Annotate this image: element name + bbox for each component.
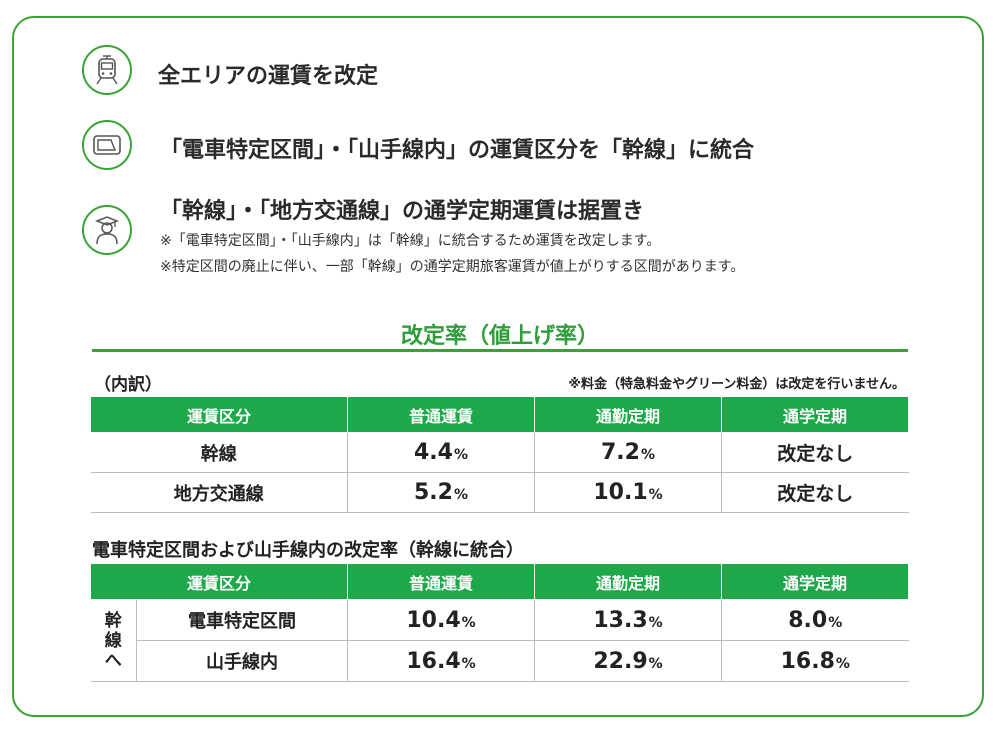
train-icon (82, 45, 132, 95)
content-frame (12, 16, 984, 717)
row-label: 幹線 (90, 432, 348, 473)
header-regular-fare: 普通運賃 (347, 396, 535, 433)
student-icon (82, 205, 132, 255)
header-commuter-pass: 通勤定期 (534, 396, 722, 433)
header-fare-category: 運賃区分 (89, 563, 349, 600)
regular-fare-value: 4.4% (347, 432, 535, 473)
item-title-fare-revision: 全エリアの運賃を改定 (158, 64, 379, 89)
row-label: 電車特定区間 (135, 599, 348, 641)
item-title-student-pass: 「幹線」・「地方交通線」の通学定期運賃は据置き (160, 199, 645, 224)
header-commuter-pass: 通勤定期 (534, 563, 723, 600)
student-pass-value: 8.0% (721, 599, 909, 641)
commuter-pass-value: 10.1% (534, 472, 722, 513)
item-title-fare-integration: 「電車特定区間」・「山手線内」の運賃区分を「幹線」に統合 (160, 138, 755, 163)
note-integration: ※「電車特定区間」・「山手線内」は「幹線」に統合するため運賃を改定します。 (160, 233, 661, 249)
rate-table-integration: 運賃区分 普通運賃 通勤定期 通学定期 幹線へ 電車特定区間 10.4% 13.… (89, 563, 910, 682)
header-student-pass: 通学定期 (721, 563, 910, 600)
table-row: 幹線 4.4% 7.2% 改定なし (90, 432, 909, 473)
commuter-pass-value: 13.3% (534, 599, 722, 641)
table-row: 地方交通線 5.2% 10.1% 改定なし (90, 472, 909, 513)
regular-fare-value: 10.4% (347, 599, 535, 641)
rate-section-title: 改定率（値上げ率） (400, 324, 599, 349)
integration-table-title: 電車特定区間および山手線内の改定率（幹線に統合） (92, 540, 524, 561)
row-label: 山手線内 (135, 640, 348, 682)
student-pass-value: 改定なし (721, 472, 909, 513)
rate-table-main: 運賃区分 普通運賃 通勤定期 通学定期 幹線 4.4% 7.2% 改定なし 地方… (90, 396, 909, 513)
breakdown-label: （内訳） (94, 375, 162, 395)
student-pass-value: 改定なし (721, 432, 909, 473)
divider (92, 349, 908, 352)
group-label-to-trunk-line: 幹線へ (90, 599, 137, 682)
commuter-pass-value: 22.9% (534, 640, 722, 682)
regular-fare-value: 5.2% (347, 472, 535, 513)
row-label: 地方交通線 (90, 472, 348, 513)
table-row: 山手線内 16.4% 22.9% 16.8% (91, 640, 909, 682)
student-pass-value: 16.8% (721, 640, 909, 682)
exclusion-note: ※料金（特急料金やグリーン料金）は改定を行いません。 (568, 377, 905, 392)
note-special-section: ※特定区間の廃止に伴い、一部「幹線」の通学定期旅客運賃が値上がりする区間がありま… (160, 259, 745, 275)
header-fare-category: 運賃区分 (90, 396, 348, 433)
table-row: 幹線へ 電車特定区間 10.4% 13.3% 8.0% (90, 599, 909, 682)
regular-fare-value: 16.4% (347, 640, 535, 682)
header-student-pass: 通学定期 (721, 396, 909, 433)
commuter-pass-value: 7.2% (534, 432, 722, 473)
header-regular-fare: 普通運賃 (347, 563, 536, 600)
ic-card-icon (82, 120, 132, 170)
